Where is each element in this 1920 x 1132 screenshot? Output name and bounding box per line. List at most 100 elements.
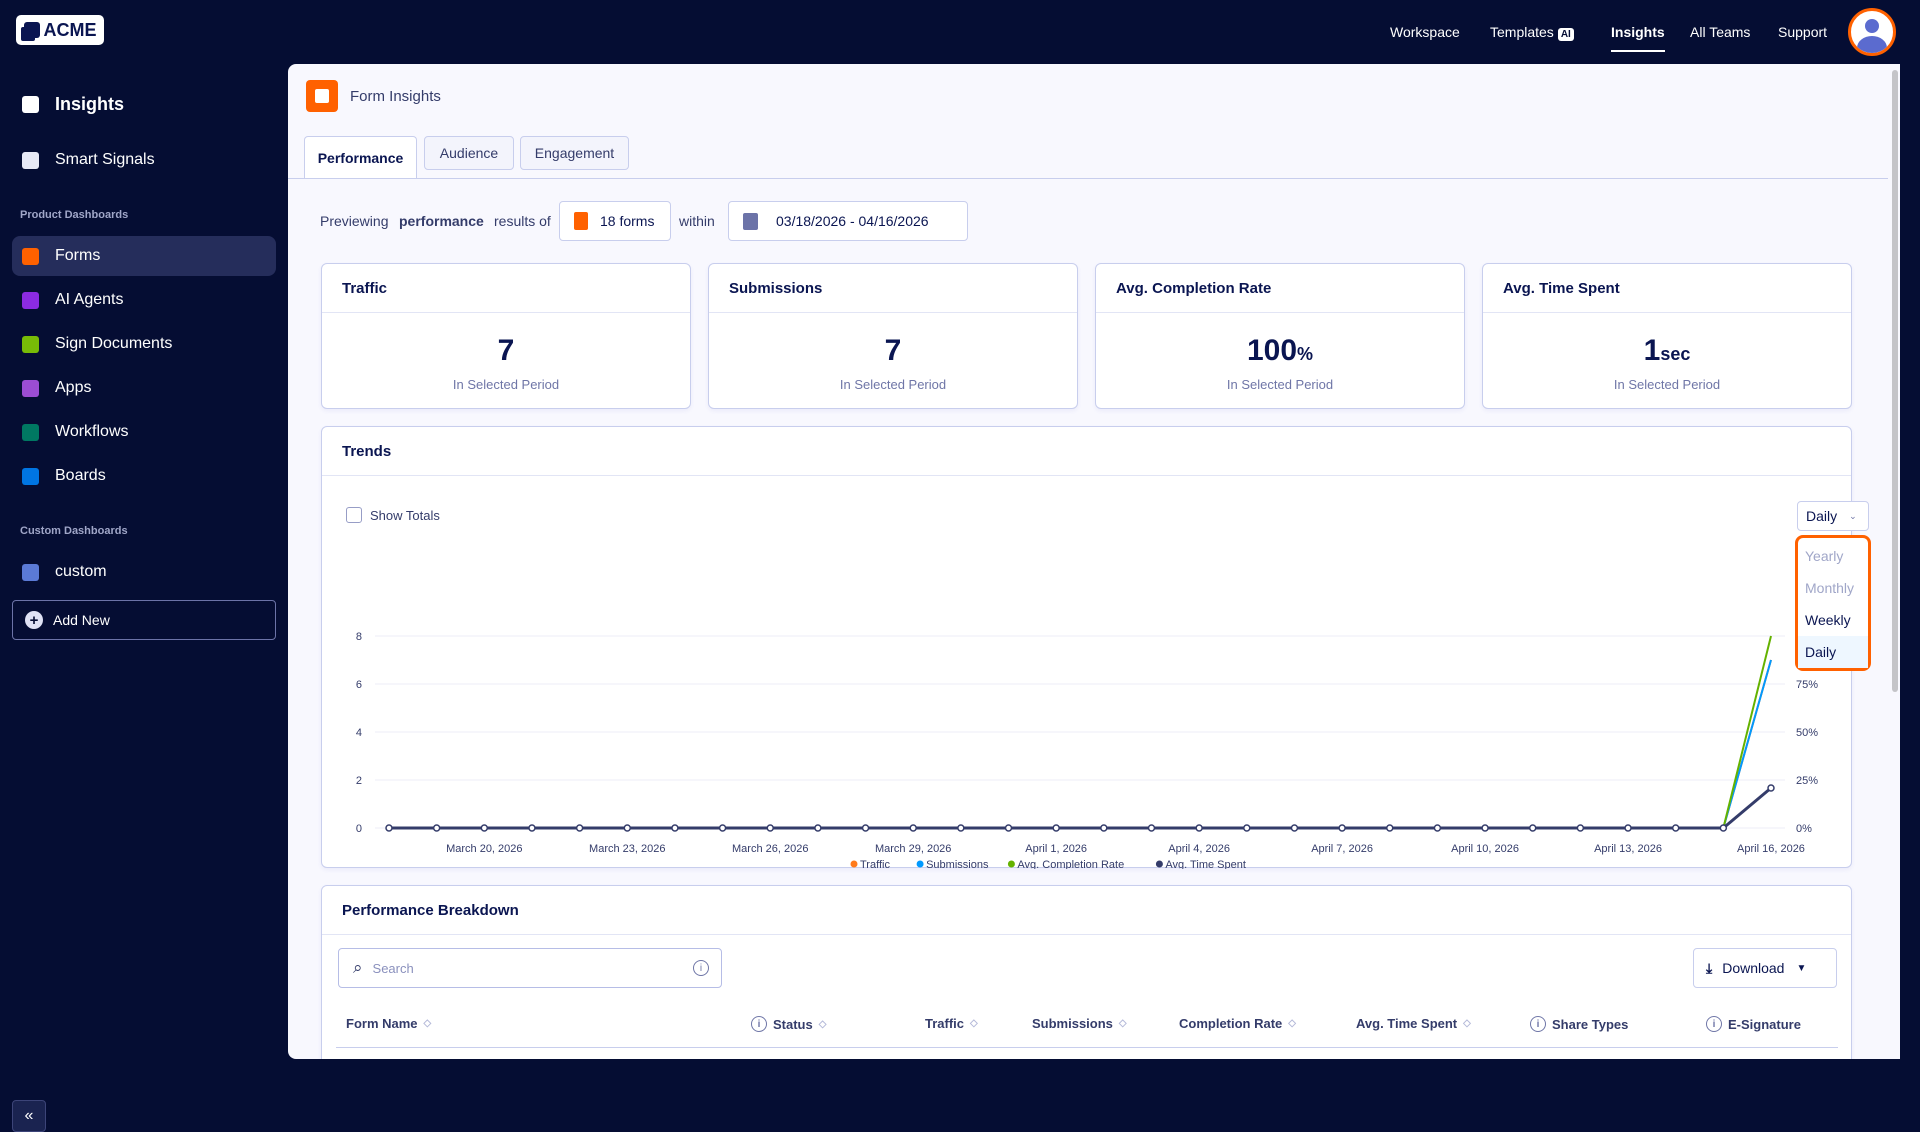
sidebar: Insights Smart Signals Product Dashboard… — [0, 64, 288, 1132]
download-label: Download — [1722, 960, 1785, 976]
column-header: i Share Types — [1530, 1016, 1628, 1032]
data-point — [909, 824, 917, 832]
y-tick-label: 8 — [356, 631, 362, 643]
sort-icon[interactable]: ◇ — [970, 1018, 978, 1029]
sidebar-insights-title[interactable]: Insights — [12, 84, 276, 124]
workflows-icon — [22, 423, 39, 441]
plus-icon: + — [25, 611, 43, 629]
option-daily[interactable]: Daily — [1798, 636, 1868, 668]
product-dashboards-heading: Product Dashboards — [20, 209, 129, 221]
kpi-value: 7 — [322, 334, 690, 368]
apps-icon — [22, 379, 39, 397]
data-point — [861, 824, 870, 832]
legend-marker — [1007, 860, 1015, 868]
data-point — [1481, 824, 1489, 832]
data-point — [385, 824, 393, 832]
kpi-value: 100% — [1096, 334, 1464, 368]
x-tick-label: April 10, 2026 — [1451, 843, 1519, 855]
column-header[interactable]: Form Name ◇ — [346, 1016, 431, 1031]
data-point — [1052, 824, 1060, 832]
insights-icon — [22, 95, 39, 113]
collapse-sidebar-button[interactable]: « — [12, 1100, 46, 1132]
sidebar-item-sign-documents[interactable]: Sign Documents — [12, 324, 276, 364]
data-point — [1671, 824, 1680, 832]
tab-engagement[interactable]: Engagement — [520, 136, 629, 170]
date-range-picker[interactable]: 03/18/2026 - 04/16/2026 — [728, 201, 968, 241]
data-point — [1004, 824, 1013, 832]
nav-all-teams[interactable]: All Teams — [1690, 24, 1751, 40]
main-panel: Form Insights Performance Audience Engag… — [288, 64, 1900, 1059]
sidebar-item-custom[interactable]: custom — [12, 552, 276, 592]
info-icon[interactable]: i — [751, 1016, 767, 1032]
column-header[interactable]: i Status ◇ — [751, 1016, 826, 1032]
legend-marker — [850, 860, 858, 868]
boards-icon — [22, 467, 39, 485]
search-placeholder: Search — [372, 960, 414, 976]
data-point — [766, 824, 774, 832]
data-point — [480, 824, 489, 832]
page-title: Form Insights — [350, 88, 441, 105]
column-header[interactable]: Traffic ◇ — [925, 1016, 978, 1031]
x-tick-label: April 13, 2026 — [1594, 843, 1662, 855]
x-tick-label: March 29, 2026 — [875, 843, 951, 855]
column-header[interactable]: Completion Rate ◇ — [1179, 1016, 1296, 1031]
sidebar-item-boards[interactable]: Boards — [12, 456, 276, 496]
data-point — [1576, 824, 1585, 832]
interval-dropdown[interactable]: Daily ⌄ — [1797, 501, 1869, 531]
legend-label: Avg. Time Spent — [1165, 859, 1246, 869]
y-right-tick-label: 25% — [1796, 775, 1818, 787]
column-header[interactable]: Submissions ◇ — [1032, 1016, 1127, 1031]
sidebar-item-forms[interactable]: Forms — [12, 236, 276, 276]
search-input[interactable]: ⌕ Search i — [338, 948, 722, 988]
kpi-title: Submissions — [709, 264, 1077, 313]
series-line-traffic — [389, 659, 1772, 829]
column-header[interactable]: Avg. Time Spent ◇ — [1356, 1016, 1471, 1031]
show-totals-checkbox[interactable]: Show Totals — [346, 507, 440, 523]
data-point — [957, 824, 965, 832]
info-icon[interactable]: i — [1530, 1016, 1546, 1032]
nav-templates[interactable]: Templates AI — [1490, 24, 1574, 41]
sort-icon[interactable]: ◇ — [1288, 1018, 1296, 1029]
data-point — [1338, 824, 1346, 832]
kpi-card: Avg. Completion Rate 100% In Selected Peri… — [1095, 263, 1465, 409]
scrollbar[interactable] — [1892, 70, 1898, 692]
info-icon[interactable]: i — [1706, 1016, 1722, 1032]
info-icon[interactable]: i — [693, 960, 709, 976]
nav-support[interactable]: Support — [1778, 24, 1828, 40]
x-tick-label: April 16, 2026 — [1737, 843, 1805, 855]
nav-templates-label: Templates — [1490, 23, 1554, 40]
custom-dashboards-heading: Custom Dashboards — [20, 525, 128, 537]
data-point — [1767, 784, 1775, 792]
sort-icon[interactable]: ◇ — [1118, 1018, 1127, 1029]
sidebar-item-workflows[interactable]: Workflows — [12, 412, 276, 452]
sidebar-item-smart-signals[interactable]: Smart Signals — [12, 140, 276, 180]
kpi-card: Traffic 7 In Selected Period — [321, 263, 691, 409]
data-point — [718, 824, 727, 832]
add-new-label: Add New — [53, 612, 110, 628]
nav-insights[interactable]: Insights — [1611, 24, 1665, 52]
kpi-title: Avg. Completion Rate — [1096, 264, 1464, 313]
x-tick-label: April 1, 2026 — [1025, 843, 1087, 855]
tab-performance[interactable]: Performance — [304, 136, 417, 179]
data-point — [671, 824, 679, 832]
tab-audience[interactable]: Audience — [424, 136, 514, 170]
user-avatar[interactable] — [1848, 8, 1896, 56]
sidebar-item-ai-agents[interactable]: AI Agents — [12, 280, 276, 320]
sort-icon[interactable]: ◇ — [423, 1018, 432, 1029]
table-header-divider — [336, 1047, 1838, 1048]
data-point — [1100, 824, 1108, 832]
nav-workspace[interactable]: Workspace — [1390, 24, 1460, 40]
checkbox[interactable] — [346, 507, 362, 523]
option-weekly[interactable]: Weekly — [1805, 612, 1851, 628]
sidebar-item-apps[interactable]: Apps — [12, 368, 276, 408]
acme-logo[interactable]: ACME — [16, 15, 104, 45]
kpi-unit: sec — [1660, 344, 1691, 364]
legend-marker — [916, 860, 924, 868]
sort-icon[interactable]: ◇ — [818, 1018, 827, 1030]
add-new-dashboard-button[interactable]: + Add New — [12, 600, 276, 640]
sidebar-title: Insights — [55, 93, 125, 114]
forms-selector[interactable]: 18 forms — [559, 201, 671, 241]
download-button[interactable]: ⤓ Download ▼ — [1693, 948, 1837, 988]
data-point — [1195, 824, 1203, 832]
sort-icon[interactable]: ◇ — [1463, 1018, 1471, 1029]
